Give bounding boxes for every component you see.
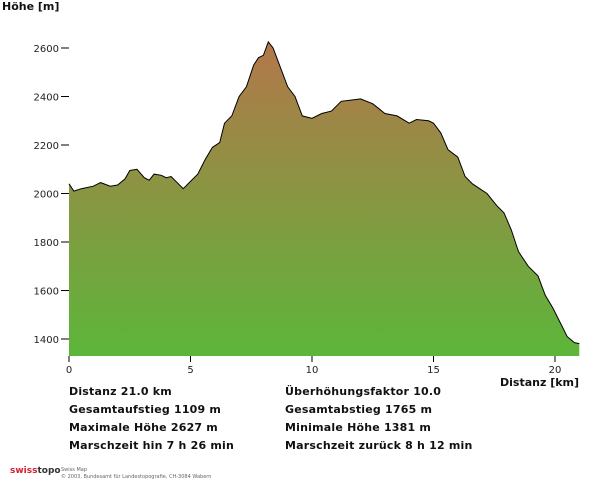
x-axis-title: Distanz [km] bbox=[500, 376, 580, 389]
swisstopo-logo: swisstopo bbox=[10, 466, 61, 476]
y-tick-label: 2400 bbox=[34, 93, 59, 104]
stat-distance: Distanz 21.0 km bbox=[69, 385, 172, 398]
stat-exaggeration: Überhöhungsfaktor 10.0 bbox=[285, 385, 442, 398]
y-tick-label: 2000 bbox=[34, 190, 59, 201]
x-tick-label: 15 bbox=[427, 365, 440, 376]
y-tick-label: 2600 bbox=[34, 44, 59, 55]
y-tick-label: 1800 bbox=[34, 238, 59, 249]
elevation-line bbox=[68, 40, 580, 345]
stat-min-height: Minimale Höhe 1381 m bbox=[285, 421, 432, 434]
stat-ascent: Gesamtaufstieg 1109 m bbox=[69, 403, 222, 416]
x-tick-label: 5 bbox=[187, 365, 193, 376]
footer-copyright: © 2003, Bundesamt für Landestopografie, … bbox=[61, 474, 212, 480]
x-tick-label: 20 bbox=[549, 365, 562, 376]
elevation-area bbox=[69, 41, 580, 356]
footer-product: Swiss Map bbox=[61, 467, 88, 473]
stat-time-back: Marschzeit zurück 8 h 12 min bbox=[285, 439, 473, 452]
x-tick-label: 10 bbox=[306, 365, 319, 376]
stat-max-height: Maximale Höhe 2627 m bbox=[69, 421, 218, 434]
x-tick-label: 0 bbox=[66, 365, 72, 376]
y-axis-title: Höhe [m] bbox=[2, 0, 60, 13]
y-tick-label: 1600 bbox=[34, 287, 59, 298]
stat-time-forward: Marschzeit hin 7 h 26 min bbox=[69, 439, 235, 452]
y-tick-label: 2200 bbox=[34, 141, 59, 152]
y-tick-label: 1400 bbox=[34, 335, 59, 346]
stat-descent: Gesamtabstieg 1765 m bbox=[285, 403, 433, 416]
